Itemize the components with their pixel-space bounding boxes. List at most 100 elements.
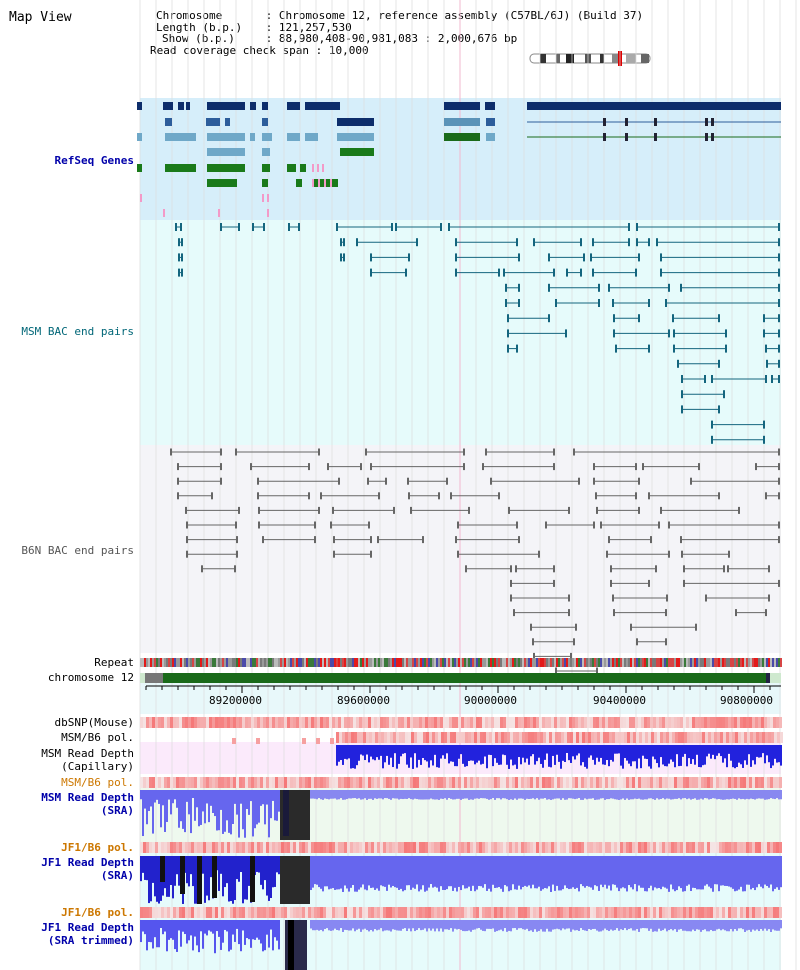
msm-pol-strip — [353, 777, 356, 788]
jf1-pol-strip — [521, 907, 524, 918]
depth-bar — [472, 790, 474, 800]
msm-pol-strip — [689, 777, 692, 788]
msm-pol-strip — [534, 732, 537, 743]
jf1-pol-strip — [776, 907, 779, 918]
depth-bar — [568, 856, 570, 890]
depth-bar — [646, 790, 648, 800]
bac-end — [181, 253, 183, 262]
depth-bar — [518, 920, 520, 929]
dbsnp-strip — [278, 717, 281, 728]
bac-end — [370, 463, 372, 471]
depth-bar — [696, 856, 698, 890]
depth-bar — [166, 790, 168, 822]
depth-bar — [470, 790, 472, 800]
repeat-mark — [656, 658, 658, 667]
depth-bar — [684, 745, 686, 754]
jf1-pol-strip — [737, 842, 740, 853]
depth-bar — [606, 745, 608, 761]
msm-pol-strip — [570, 732, 573, 743]
depth-bar — [154, 790, 156, 803]
depth-bar — [212, 790, 214, 813]
depth-bar — [700, 856, 702, 890]
msm-pol-strip — [635, 777, 638, 788]
repeat-mark — [178, 658, 180, 667]
depth-bar — [384, 920, 386, 931]
repeat-mark — [758, 658, 760, 667]
gene-feature — [527, 102, 781, 110]
depth-bar — [268, 856, 270, 901]
msm-pol-strip — [345, 732, 348, 743]
depth-bar — [514, 745, 516, 765]
depth-bar — [650, 856, 652, 886]
b6n-bac-label[interactable]: B6N BAC end pairs — [21, 544, 134, 557]
depth-bar — [664, 745, 666, 767]
msm-pol-strip — [354, 732, 357, 743]
bac-end — [510, 594, 512, 602]
depth-bar — [168, 790, 170, 800]
depth-bar — [618, 856, 620, 892]
msm-bac-label[interactable]: MSM BAC end pairs — [21, 325, 134, 338]
repeat-mark — [742, 658, 744, 667]
msm-pol-strip — [446, 777, 449, 788]
depth-bar — [716, 920, 718, 930]
gene-feature — [163, 102, 173, 110]
depth-bar — [396, 790, 398, 799]
dbsnp-strip — [671, 717, 674, 728]
depth-bar — [698, 790, 700, 800]
repeat-mark — [172, 658, 174, 667]
depth-bar — [232, 790, 234, 824]
depth-bar — [182, 790, 184, 829]
jf1-pol-strip — [455, 842, 458, 853]
msm-pol-strip — [197, 777, 200, 788]
msm-pol-strip — [423, 732, 426, 743]
msm-pol-strip — [413, 777, 416, 788]
depth-bar — [264, 790, 266, 825]
jf1-pol-strip — [170, 907, 173, 918]
msm-pol-strip — [591, 732, 594, 743]
depth-bar — [408, 745, 410, 768]
depth-bar — [444, 920, 446, 930]
depth-bar — [606, 856, 608, 889]
depth-bar — [324, 790, 326, 799]
depth-bar — [332, 920, 334, 931]
msm-pol-strip — [422, 777, 425, 788]
depth-bar — [636, 920, 638, 930]
jf1-pol-strip — [563, 907, 566, 918]
msm-pol-strip — [747, 732, 750, 743]
depth-bar — [162, 920, 164, 935]
jf1-pol-strip — [554, 907, 557, 918]
depth-bar — [726, 745, 728, 768]
chromosome-ideogram[interactable] — [529, 51, 651, 66]
jf1-pol-strip — [695, 907, 698, 918]
depth-bar — [234, 856, 236, 901]
dbsnp-strip — [386, 717, 389, 728]
repeat-mark — [540, 658, 542, 667]
msm-pol-strip — [233, 777, 236, 788]
depth-bar — [666, 856, 668, 889]
depth-bar — [648, 790, 650, 799]
depth-bar — [674, 920, 676, 930]
msm-pol-strip — [501, 732, 504, 743]
jf1-pol-strip — [584, 842, 587, 853]
msm-pol-strip — [239, 777, 242, 788]
bac-end — [673, 329, 675, 338]
depth-bar — [424, 745, 426, 761]
msm-pol-strip — [336, 732, 339, 743]
depth-bar — [458, 856, 460, 887]
jf1-pol-strip — [413, 842, 416, 853]
jf1-pol-strip — [452, 907, 455, 918]
msm-pol-strip — [675, 732, 678, 743]
depth-bar — [696, 920, 698, 930]
depth-bar — [732, 790, 734, 799]
dbsnp-strip — [491, 717, 494, 728]
depth-bar — [150, 856, 152, 902]
depth-bar — [766, 920, 768, 931]
depth-bar — [710, 856, 712, 889]
repeat-mark — [386, 658, 388, 667]
refseq-label[interactable]: RefSeq Genes — [54, 154, 134, 167]
depth-bar — [706, 790, 708, 799]
depth-bar — [636, 856, 638, 892]
jf1-pol-strip — [446, 842, 449, 853]
msm-pol-strip — [690, 732, 693, 743]
depth-bar — [448, 920, 450, 930]
